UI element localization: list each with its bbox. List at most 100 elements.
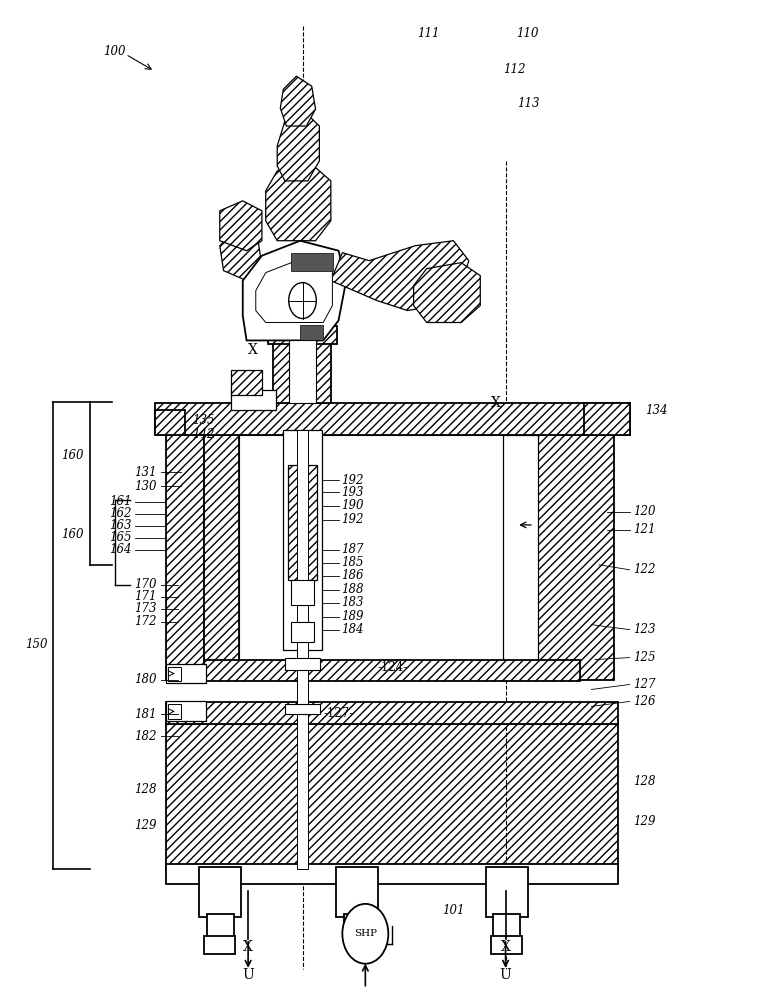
Bar <box>291 622 314 642</box>
Text: 130: 130 <box>135 480 157 493</box>
Bar <box>205 936 235 954</box>
Text: 129: 129 <box>634 815 656 828</box>
Bar <box>155 410 185 435</box>
Bar <box>584 403 630 435</box>
Text: 127: 127 <box>634 678 656 691</box>
Text: X: X <box>248 343 258 357</box>
Text: 160: 160 <box>62 449 84 462</box>
Bar <box>168 704 181 719</box>
Text: 170: 170 <box>135 578 157 591</box>
Bar <box>166 664 206 683</box>
Bar <box>231 390 276 410</box>
Bar <box>166 724 618 869</box>
Text: 134: 134 <box>645 404 667 417</box>
Text: 181: 181 <box>135 708 157 721</box>
Text: 100: 100 <box>103 45 126 58</box>
Bar <box>231 370 262 395</box>
Text: 171: 171 <box>135 590 157 603</box>
Circle shape <box>342 904 388 964</box>
Text: 110: 110 <box>516 27 539 40</box>
Bar <box>288 465 317 580</box>
Circle shape <box>288 283 316 319</box>
Bar <box>288 340 315 403</box>
Bar <box>166 702 618 724</box>
Text: 161: 161 <box>109 495 131 508</box>
Bar <box>534 435 538 680</box>
Text: 160: 160 <box>62 528 84 541</box>
Text: 162: 162 <box>109 507 131 520</box>
Text: 183: 183 <box>341 596 363 609</box>
Text: X: X <box>501 940 511 954</box>
Polygon shape <box>414 263 481 322</box>
Text: 173: 173 <box>135 602 157 615</box>
Text: -124-: -124- <box>377 661 408 674</box>
Text: 113: 113 <box>517 97 540 110</box>
Bar <box>486 867 528 917</box>
Bar <box>282 430 322 650</box>
Text: 121: 121 <box>634 523 656 536</box>
Text: 150: 150 <box>25 638 48 651</box>
Text: 128: 128 <box>135 783 157 796</box>
Text: 142: 142 <box>192 428 215 441</box>
Bar <box>268 326 337 344</box>
Bar <box>291 253 333 271</box>
Text: 184: 184 <box>341 623 363 636</box>
Bar <box>493 914 520 939</box>
Text: 172: 172 <box>135 615 157 628</box>
Bar <box>205 660 580 681</box>
Text: 131: 131 <box>135 466 157 479</box>
Bar <box>503 435 538 680</box>
Polygon shape <box>280 76 315 126</box>
Bar <box>205 435 239 680</box>
Text: 180: 180 <box>135 673 157 686</box>
Text: 186: 186 <box>341 569 363 582</box>
Bar <box>297 430 308 869</box>
Polygon shape <box>266 161 331 241</box>
Bar <box>300 325 323 340</box>
Text: 188: 188 <box>341 583 363 596</box>
Text: 111: 111 <box>417 27 439 40</box>
Text: 135: 135 <box>192 414 215 427</box>
Text: 187: 187 <box>341 543 363 556</box>
Text: 120: 120 <box>634 505 656 518</box>
Text: X: X <box>243 940 253 954</box>
Text: 128: 128 <box>634 775 656 788</box>
Bar <box>166 864 618 884</box>
Bar <box>336 867 378 917</box>
Bar <box>538 435 614 680</box>
Text: SHP: SHP <box>354 929 377 938</box>
Text: 193: 193 <box>341 486 363 499</box>
Text: 185: 185 <box>341 556 363 569</box>
Bar <box>199 867 241 917</box>
Text: U: U <box>242 968 254 982</box>
Text: 190: 190 <box>341 499 363 512</box>
Polygon shape <box>243 241 346 340</box>
Polygon shape <box>220 231 262 281</box>
Bar <box>166 435 205 680</box>
Text: 126: 126 <box>634 695 656 708</box>
Text: 192: 192 <box>341 513 363 526</box>
Bar <box>285 658 320 670</box>
Text: X: X <box>491 396 501 410</box>
Text: 182: 182 <box>135 730 157 743</box>
Bar <box>285 704 320 714</box>
Text: 129: 129 <box>135 819 157 832</box>
Text: 165: 165 <box>109 531 131 544</box>
Bar <box>291 580 314 605</box>
Polygon shape <box>256 261 332 322</box>
Text: 192: 192 <box>341 474 363 487</box>
Polygon shape <box>278 111 319 181</box>
Text: 112: 112 <box>503 63 526 76</box>
Bar <box>207 914 234 939</box>
Bar <box>491 936 521 954</box>
Text: 164: 164 <box>109 543 131 556</box>
Text: 123: 123 <box>634 623 656 636</box>
Bar <box>168 667 181 681</box>
Text: U: U <box>500 968 511 982</box>
Bar <box>274 340 331 403</box>
Bar <box>166 701 206 721</box>
Text: 101: 101 <box>442 904 464 917</box>
Bar <box>155 403 630 435</box>
Polygon shape <box>220 201 262 251</box>
Text: 189: 189 <box>341 610 363 623</box>
